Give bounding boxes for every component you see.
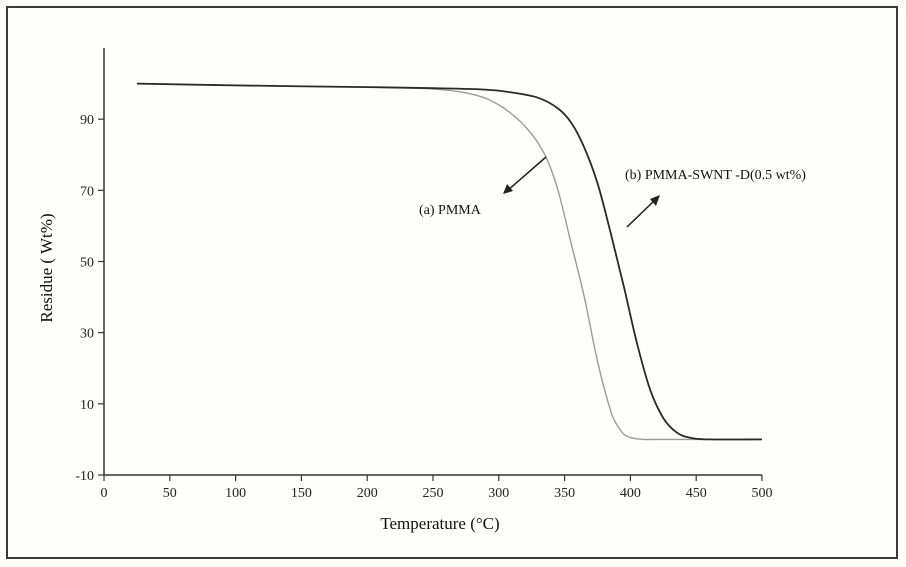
y-axis-title: Residue ( Wt%) bbox=[37, 213, 56, 322]
axes bbox=[103, 48, 762, 476]
x-tick-label: 0 bbox=[101, 486, 108, 501]
y-tick-label: 90 bbox=[80, 113, 94, 128]
x-tick-label: 400 bbox=[620, 486, 641, 501]
y-tick-label: -10 bbox=[75, 469, 94, 484]
figure-frame bbox=[6, 6, 898, 559]
x-tick-label: 150 bbox=[291, 486, 312, 501]
annotation-arrow-pmma-swnt bbox=[626, 198, 657, 228]
annotation-arrowhead-pmma-swnt bbox=[650, 195, 660, 206]
x-tick-label: 200 bbox=[357, 486, 378, 501]
x-tick-label: 450 bbox=[686, 486, 707, 501]
x-tick-label: 50 bbox=[163, 486, 177, 501]
y-tick-label: 70 bbox=[80, 184, 94, 199]
annotation-arrowhead-pmma bbox=[503, 184, 513, 194]
y-tick-label: 10 bbox=[80, 398, 94, 413]
series-layer bbox=[136, 82, 763, 441]
series-line-pmma-swnt bbox=[136, 82, 763, 441]
x-tick-label: 500 bbox=[752, 486, 773, 501]
x-ticks: 0 50 100 150 200 250 300 350 400 450 500 bbox=[101, 475, 773, 501]
x-tick-label: 100 bbox=[225, 486, 246, 501]
x-axis-title: Temperature (°C) bbox=[380, 514, 499, 533]
series-line-pmma bbox=[136, 82, 762, 441]
annotation-arrow-pmma bbox=[506, 156, 547, 192]
annotation-label-pmma: (a) PMMA bbox=[419, 203, 482, 218]
y-tick-label: 30 bbox=[80, 327, 94, 342]
x-tick-label: 350 bbox=[554, 486, 575, 501]
x-tick-label: 300 bbox=[488, 486, 509, 501]
y-tick-label: 50 bbox=[80, 256, 94, 271]
annotation-label-pmma-swnt: (b) PMMA-SWNT -D(0.5 wt%) bbox=[625, 168, 806, 183]
annotation-pmma: (a) PMMA bbox=[419, 156, 547, 218]
y-ticks: -10 10 30 50 70 90 bbox=[75, 113, 104, 484]
annotation-pmma-swnt: (b) PMMA-SWNT -D(0.5 wt%) bbox=[625, 168, 806, 228]
x-tick-label: 250 bbox=[423, 486, 444, 501]
